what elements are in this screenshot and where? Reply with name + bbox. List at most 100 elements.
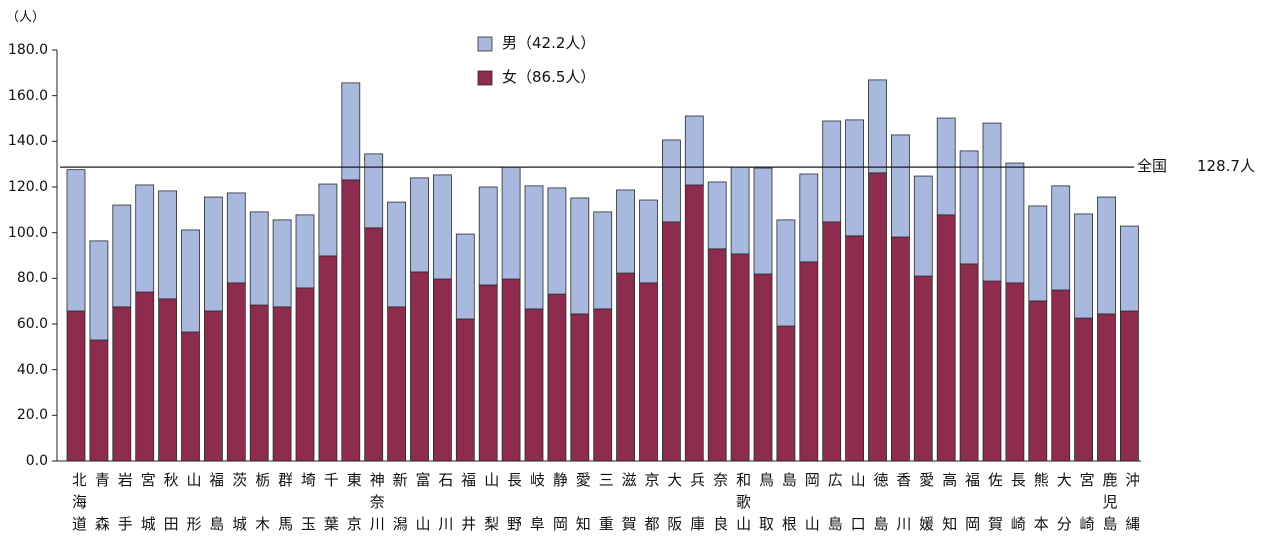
bar-segment-series-1	[799, 173, 819, 263]
x-category-label: 愛知	[573, 472, 590, 534]
x-category-label: 宮城	[138, 472, 155, 534]
x-category-label: 新潟	[390, 472, 407, 534]
bar-segment-series-1	[203, 196, 223, 312]
bar-segment-series-1	[1097, 196, 1116, 315]
y-tick-label: 20.0	[16, 407, 48, 424]
reference-line-value: 128.7人	[1197, 157, 1255, 176]
x-category-label: 富山	[413, 472, 430, 534]
x-category-label: 秋田	[161, 472, 178, 534]
x-category-label: 宮崎	[1077, 472, 1094, 534]
bar-segment-series-1	[295, 214, 315, 289]
legend-swatch	[477, 36, 493, 52]
x-category-label: 島根	[779, 472, 796, 534]
bar-segment-series-1	[959, 150, 979, 265]
bar-segment-series-1	[410, 177, 429, 273]
bar-segment-series-1	[707, 181, 727, 250]
bar-segment-series-1	[593, 211, 613, 310]
bar-segment-series-1	[639, 199, 658, 284]
x-category-label: 大分	[1054, 472, 1071, 534]
bar-segment-series-1	[89, 240, 109, 341]
bar-segment-series-1	[226, 192, 246, 284]
bar-segment-series-1	[1120, 225, 1139, 312]
bar-segment-series-1	[753, 167, 773, 275]
x-category-label: 兵庫	[688, 472, 705, 534]
bar-segment-series-1	[341, 82, 361, 181]
y-tick-label: 120.0	[7, 179, 48, 195]
legend-swatch	[477, 70, 493, 86]
x-category-label: 山形	[184, 472, 201, 534]
bar-segment-series-1	[432, 174, 452, 280]
x-category-label: 埼玉	[299, 472, 315, 534]
bar-segment-series-1	[318, 183, 338, 257]
bar-segment-series-1	[387, 201, 407, 308]
x-category-label: 京都	[642, 472, 659, 534]
bar-segment-series-1	[1028, 205, 1048, 302]
x-category-label: 鳥取	[757, 472, 773, 534]
bar-segment-series-1	[570, 197, 590, 315]
bar-segment-series-1	[936, 117, 956, 216]
bar-segment-series-1	[547, 187, 567, 295]
legend-label: 男（42.2人）	[502, 34, 596, 52]
bar-segment-series-1	[913, 175, 933, 277]
x-category-label: 山口	[848, 472, 865, 534]
bar-segment-series-1	[776, 219, 796, 327]
x-category-label: 徳島	[871, 472, 888, 534]
bar-segment-series-1	[455, 233, 475, 320]
x-category-label: 静岡	[550, 472, 567, 534]
x-category-label: 香川	[894, 472, 911, 534]
bar-segment-series-1	[1005, 162, 1025, 284]
bar-segment-series-1	[66, 169, 86, 312]
legend-label: 女（86.5人）	[502, 68, 596, 86]
x-category-label: 福島	[207, 472, 224, 534]
x-category-label: 大阪	[665, 472, 682, 534]
x-category-label: 岐阜	[528, 472, 544, 534]
y-tick-label: 0.0	[25, 453, 48, 469]
x-category-label: 奈良	[711, 472, 728, 534]
bar-segment-series-1	[272, 219, 292, 308]
bar-segment-series-1	[982, 122, 1002, 282]
y-tick-label: 60.0	[16, 316, 48, 332]
y-axis-unit-label: （人）	[6, 10, 46, 25]
y-tick-label: 180.0	[7, 42, 48, 58]
y-tick-label: 160.0	[7, 87, 48, 104]
x-category-label: 山梨	[482, 472, 499, 534]
bar-segment-series-1	[1074, 213, 1093, 319]
bar-segment-series-1	[364, 153, 384, 229]
bar-segment-series-1	[891, 134, 910, 238]
x-category-label: 千葉	[321, 472, 338, 534]
x-category-label: 神奈川	[367, 472, 384, 534]
x-category-label: 福岡	[963, 472, 980, 534]
x-category-label: 沖縄	[1123, 472, 1140, 534]
x-category-label: 長崎	[1008, 472, 1025, 534]
y-tick-label: 80.0	[16, 270, 48, 287]
y-tick-label: 100.0	[7, 224, 48, 241]
x-category-label: 茨城	[230, 472, 247, 534]
bar-segment-series-1	[135, 184, 155, 293]
bar-segment-series-1	[181, 229, 200, 333]
x-category-label: 石川	[436, 472, 453, 534]
x-category-label: 東京	[344, 472, 361, 534]
bar-segment-series-1	[524, 185, 544, 310]
bar-segment-series-1	[822, 120, 842, 223]
x-category-label: 群馬	[276, 472, 293, 534]
x-category-label: 高知	[940, 472, 957, 534]
bar-segment-series-1	[1051, 185, 1071, 291]
reference-line-label: 全国	[1137, 157, 1168, 176]
x-category-label: 熊本	[1031, 472, 1048, 534]
bar-segment-series-1	[845, 119, 864, 237]
x-category-label: 岩手	[115, 472, 132, 534]
x-category-label: 鹿児島	[1100, 472, 1117, 534]
y-tick-label: 40.0	[16, 361, 48, 378]
x-category-label: 愛媛	[917, 472, 934, 534]
x-category-label: 佐賀	[986, 472, 1002, 534]
bar-segment-series-1	[249, 211, 269, 306]
x-category-label: 青森	[92, 472, 109, 534]
x-category-label: 長野	[505, 472, 522, 534]
bar-segment-series-1	[868, 79, 887, 174]
bar-segment-series-1	[158, 190, 178, 300]
bar-segment-series-1	[662, 139, 681, 223]
x-category-label: 広島	[825, 472, 842, 534]
